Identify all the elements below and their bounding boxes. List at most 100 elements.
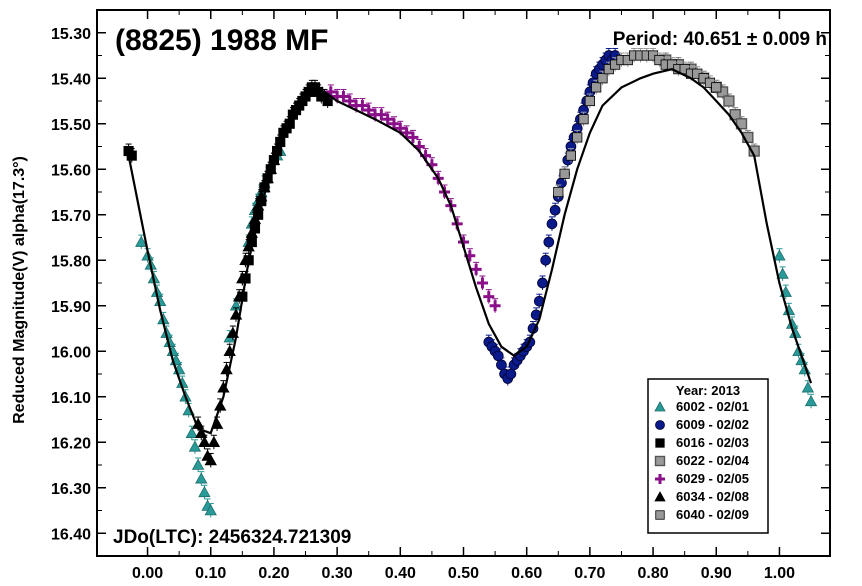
y-tick-label: 16.10 xyxy=(51,390,91,407)
data-point xyxy=(584,95,595,107)
period-label: Period: 40.651 ± 0.009 h xyxy=(613,29,827,50)
x-tick-label: 0.10 xyxy=(195,565,226,582)
data-point xyxy=(344,95,356,107)
data-point xyxy=(207,435,221,448)
x-tick-label: 0.80 xyxy=(637,565,668,582)
data-point xyxy=(388,118,400,130)
data-point xyxy=(597,73,608,84)
y-tick-label: 16.40 xyxy=(51,526,91,543)
legend-label: 6029 - 02/05 xyxy=(676,471,749,486)
data-point xyxy=(591,82,602,93)
data-point xyxy=(185,426,198,438)
data-point xyxy=(578,114,589,125)
axes: 0.00 0.10 0.20 0.30 0.40 0.50 0.60 0.70 0.80 0.90… xyxy=(51,10,830,582)
legend-entries: 6002 - 02/01 6009 - 02/02 6016 - 02/03 6022… xyxy=(654,399,750,522)
data-point xyxy=(191,458,205,470)
data-point xyxy=(135,235,148,247)
data-point xyxy=(540,254,551,266)
data-point xyxy=(543,236,555,248)
data-point xyxy=(363,104,375,116)
legend-marker xyxy=(655,438,665,448)
data-point xyxy=(723,95,735,107)
data-point xyxy=(407,131,419,143)
data-point xyxy=(546,218,558,230)
data-point xyxy=(559,168,570,179)
legend-entry: 6040 - 02/09 xyxy=(655,507,749,522)
data-point xyxy=(735,118,748,130)
data-point xyxy=(382,113,394,125)
x-tick-label: 0.60 xyxy=(511,565,542,582)
data-point xyxy=(537,277,548,289)
y-tick-label: 15.50 xyxy=(51,117,91,134)
y-tick-label: 15.70 xyxy=(51,208,91,225)
y-tick-label: 15.90 xyxy=(51,299,91,316)
y-tick-label: 16.30 xyxy=(51,481,91,498)
x-tick-label: 1.00 xyxy=(764,565,795,582)
data-point xyxy=(801,381,815,393)
x-tick-label: 0.50 xyxy=(448,565,479,582)
data-point xyxy=(776,267,789,279)
legend-label: 6040 - 02/09 xyxy=(676,507,749,522)
legend-label: 6016 - 02/03 xyxy=(676,435,749,450)
data-point xyxy=(470,263,482,275)
x-tick-label: 0.90 xyxy=(701,565,732,582)
data-point xyxy=(204,504,217,516)
legend-entry: 6009 - 02/02 xyxy=(655,417,749,432)
y-tick-label: 16.20 xyxy=(51,435,91,452)
legend-marker xyxy=(654,401,666,412)
x-tick-label: 0.30 xyxy=(322,565,353,582)
data-point xyxy=(204,454,217,466)
legend-box xyxy=(647,378,769,534)
legend-label: 6022 - 02/04 xyxy=(676,453,750,468)
data-point xyxy=(711,82,722,93)
chart-title: (8825) 1988 MF xyxy=(115,24,328,57)
plot-area xyxy=(123,48,818,518)
legend: Year: 2013 6002 - 02/01 6009 - 02/02 6016 … xyxy=(647,378,769,534)
legend-label: 6002 - 02/01 xyxy=(676,399,749,414)
legend-entry: 6022 - 02/04 xyxy=(654,453,750,468)
y-tick-label: 15.30 xyxy=(51,26,91,43)
legend-marker xyxy=(654,491,666,502)
legend-entry: 6002 - 02/01 xyxy=(654,399,749,414)
data-point xyxy=(476,277,488,289)
legend-marker xyxy=(655,420,665,430)
x-tick-label: 0.00 xyxy=(132,565,163,582)
legend-marker xyxy=(655,474,665,484)
legend-marker xyxy=(654,455,666,467)
y-tick-label: 15.60 xyxy=(51,162,91,179)
data-point xyxy=(375,109,387,121)
data-point xyxy=(804,394,818,407)
x-tick-label: 0.40 xyxy=(385,565,416,582)
epoch-label: JDo(LTC): 2456324.721309 xyxy=(113,527,351,548)
x-tick-label: 0.20 xyxy=(258,565,289,582)
legend-title: Year: 2013 xyxy=(676,383,740,398)
data-point xyxy=(356,100,368,112)
y-tick-label: 15.80 xyxy=(51,253,91,270)
data-point xyxy=(322,95,333,107)
data-point xyxy=(729,108,741,121)
data-point xyxy=(401,127,413,139)
data-point xyxy=(195,472,208,484)
data-point xyxy=(483,291,495,303)
legend-entry: 6029 - 02/05 xyxy=(655,471,749,486)
y-axis-label: Reduced Magnitude(V) alpha(17.3°) xyxy=(11,156,28,424)
data-point xyxy=(565,150,576,161)
data-point xyxy=(773,249,786,261)
data-point xyxy=(489,300,501,312)
legend-entry: 6034 - 02/08 xyxy=(654,489,749,504)
legend-marker xyxy=(655,510,665,520)
data-point xyxy=(188,440,202,452)
data-point xyxy=(553,186,564,198)
data-point xyxy=(126,150,137,161)
series-6040-02-09 xyxy=(553,48,722,199)
x-tick-label: 0.70 xyxy=(574,565,605,582)
fourier-fit-curve xyxy=(127,68,813,435)
data-point xyxy=(549,204,561,216)
data-point xyxy=(198,485,211,498)
legend-label: 6034 - 02/08 xyxy=(676,489,749,504)
legend-entry: 6016 - 02/03 xyxy=(655,435,749,450)
y-tick-label: 15.40 xyxy=(51,71,91,88)
data-point xyxy=(198,435,211,448)
y-tick-label: 16.00 xyxy=(51,344,91,361)
